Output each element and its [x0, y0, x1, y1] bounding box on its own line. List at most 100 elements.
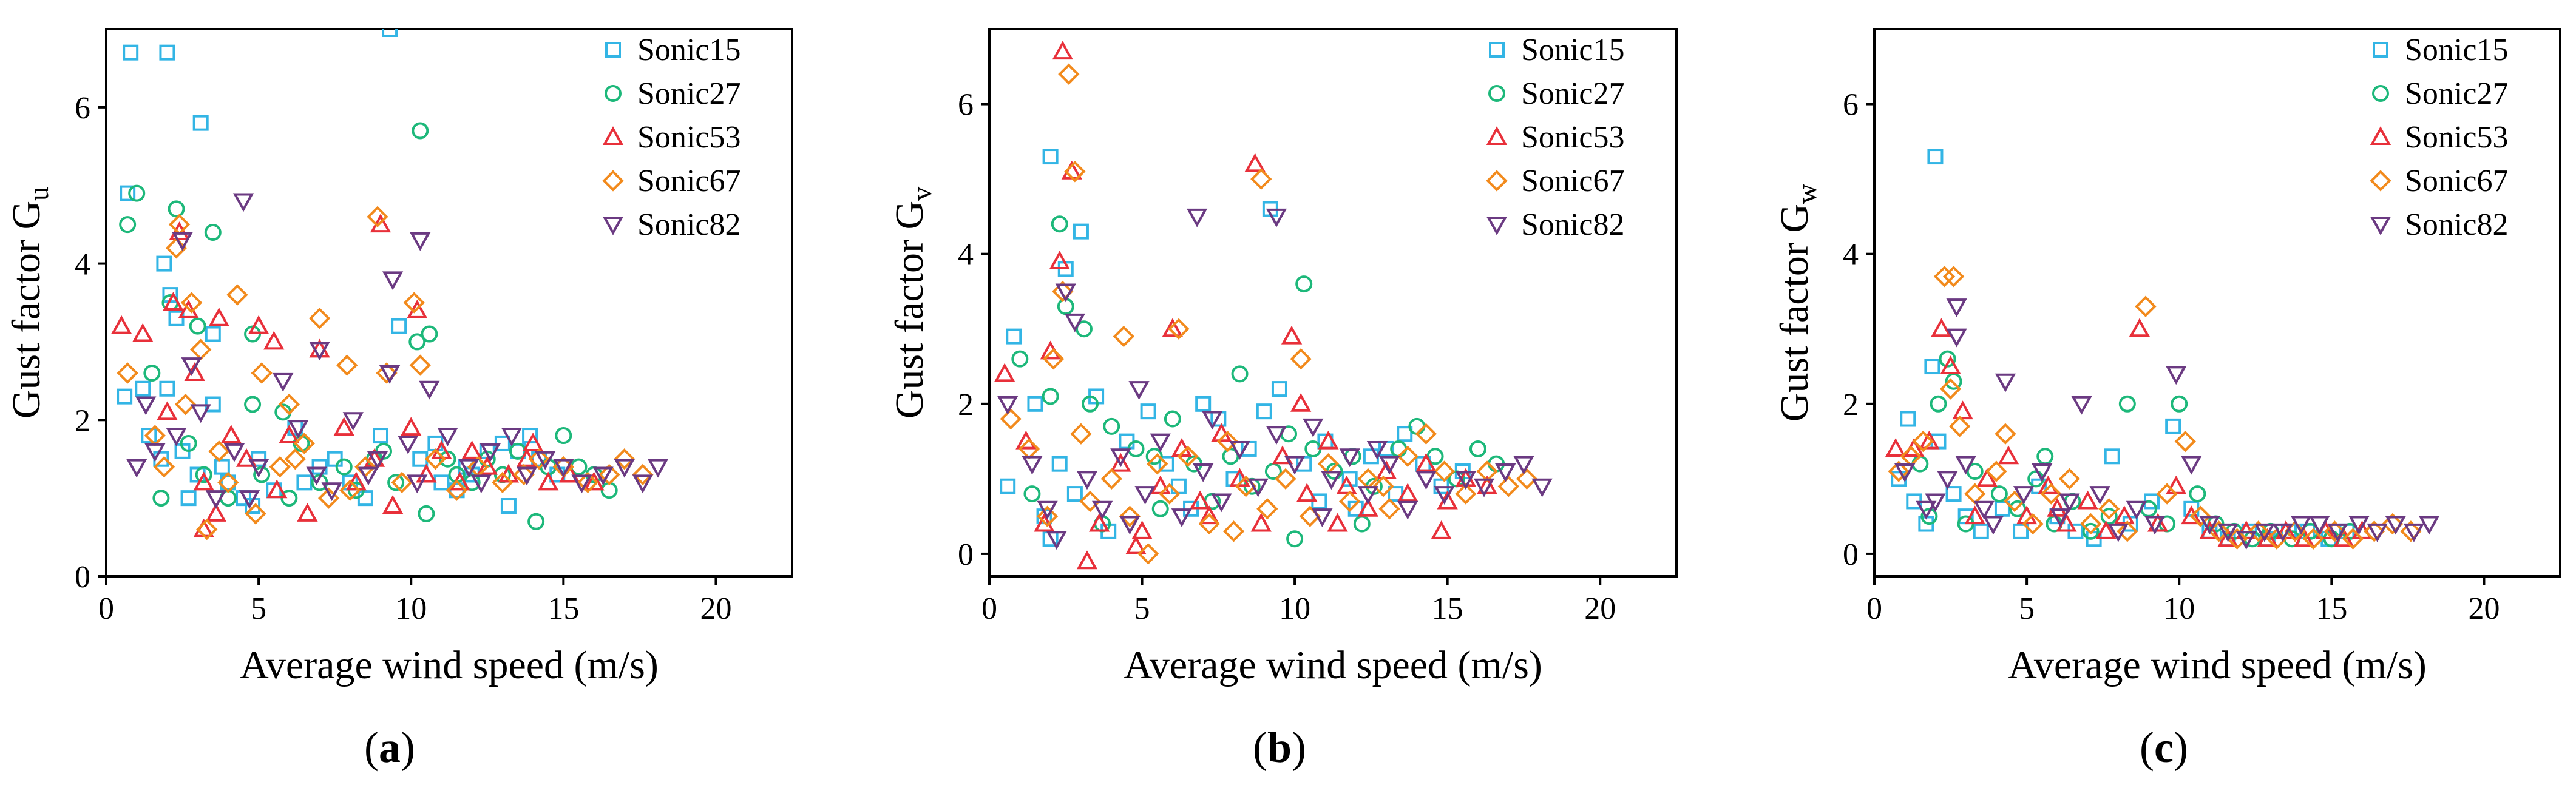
- data-point: [398, 435, 419, 454]
- data-point: [335, 458, 353, 476]
- data-point: [1145, 448, 1163, 465]
- data-point: [144, 443, 166, 462]
- y-tick-label: 2: [1843, 388, 1859, 422]
- data-point: [2156, 483, 2178, 505]
- data-point: [2013, 523, 2029, 539]
- y-tick-label: 0: [75, 560, 90, 594]
- data-point: [1925, 493, 1946, 513]
- data-point: [1912, 430, 1934, 453]
- data-point: [273, 372, 294, 392]
- series-sonic82: [126, 193, 669, 510]
- data-point: [1353, 515, 1371, 533]
- data-point: [141, 428, 157, 444]
- data-point: [2082, 522, 2100, 540]
- data-point: [1885, 438, 1907, 457]
- data-point: [1006, 328, 1022, 345]
- data-point: [1051, 215, 1068, 233]
- data-point: [220, 425, 242, 444]
- data-point: [1202, 411, 1223, 430]
- data-point: [1022, 456, 1043, 475]
- data-point: [2040, 483, 2062, 505]
- data-point: [1433, 460, 1456, 482]
- data-point: [592, 466, 614, 486]
- data-point: [1158, 456, 1174, 472]
- data-point: [110, 315, 132, 334]
- series-sonic53: [994, 41, 1498, 570]
- data-point: [2117, 520, 2138, 542]
- data-point: [1940, 355, 1961, 375]
- data-point: [2104, 448, 2120, 465]
- data-point: [500, 498, 517, 514]
- data-point: [1357, 486, 1379, 505]
- data-point: [263, 331, 285, 350]
- legend-marker: [605, 42, 621, 58]
- x-axis-title: Average wind speed (m/s): [240, 643, 659, 687]
- data-point: [2059, 493, 2080, 513]
- data-point: [239, 490, 260, 510]
- x-axis-title: Average wind speed (m/s): [1124, 643, 1542, 687]
- data-point: [269, 456, 291, 478]
- data-point: [117, 362, 138, 384]
- data-point: [1150, 475, 1171, 494]
- data-point: [1378, 498, 1400, 520]
- data-point: [2013, 486, 2035, 505]
- data-point: [2144, 516, 2166, 535]
- data-point: [232, 193, 254, 212]
- data-point: [2047, 497, 2068, 517]
- data-point: [2166, 366, 2187, 385]
- data-point: [1064, 313, 1086, 332]
- data-point: [1426, 448, 1444, 465]
- data-point: [333, 417, 354, 436]
- data-point: [1973, 500, 1995, 520]
- legend-label: Sonic15: [1521, 33, 1624, 67]
- data-point: [166, 428, 187, 446]
- data-point: [1222, 448, 1239, 465]
- y-tick-label: 0: [1843, 537, 1859, 572]
- data-point: [2079, 513, 2102, 535]
- data-point: [1119, 505, 1141, 527]
- data-points: [1885, 149, 2440, 550]
- data-point: [1397, 445, 1418, 467]
- data-point: [1964, 483, 1986, 505]
- data-point: [1994, 500, 2010, 517]
- data-point: [1195, 396, 1212, 412]
- data-point: [1946, 298, 1967, 318]
- legend-label: Sonic27: [2405, 76, 2508, 111]
- data-point: [1164, 410, 1181, 428]
- data-point: [2107, 523, 2129, 542]
- data-point: [614, 459, 635, 478]
- data-point: [2217, 528, 2239, 547]
- data-point: [2309, 516, 2330, 535]
- data-point: [1338, 490, 1361, 513]
- data-point: [598, 463, 620, 486]
- data-points: [110, 29, 669, 540]
- data-point: [516, 466, 538, 486]
- series-sonic67: [1888, 266, 2422, 550]
- data-point: [205, 490, 226, 510]
- data-point: [278, 393, 300, 416]
- data-point: [1476, 475, 1498, 494]
- data-point: [2382, 513, 2404, 535]
- data-point: [583, 471, 605, 491]
- data-points: [994, 41, 1553, 570]
- data-point: [571, 474, 592, 494]
- data-point: [437, 428, 458, 446]
- plot-frame: [105, 28, 793, 578]
- data-point: [1100, 468, 1122, 490]
- legend-label: Sonic15: [637, 33, 741, 67]
- data-point: [538, 471, 559, 491]
- data-point: [1286, 530, 1304, 548]
- y-tick-label: 2: [958, 388, 974, 422]
- data-point: [527, 513, 545, 530]
- data-point: [190, 404, 211, 423]
- data-point: [1531, 478, 1553, 497]
- legend: Sonic15 Sonic27 Sonic53 Sonic67 Sonic82: [2370, 33, 2508, 242]
- data-point: [1159, 483, 1181, 505]
- data-point: [1888, 460, 1910, 482]
- data-point: [1229, 440, 1250, 460]
- data-point: [1312, 508, 1333, 528]
- data-point: [2189, 505, 2212, 527]
- x-tick-label: 20: [2468, 591, 2500, 626]
- data-point: [1075, 320, 1093, 338]
- x-tick-label: 15: [547, 591, 579, 626]
